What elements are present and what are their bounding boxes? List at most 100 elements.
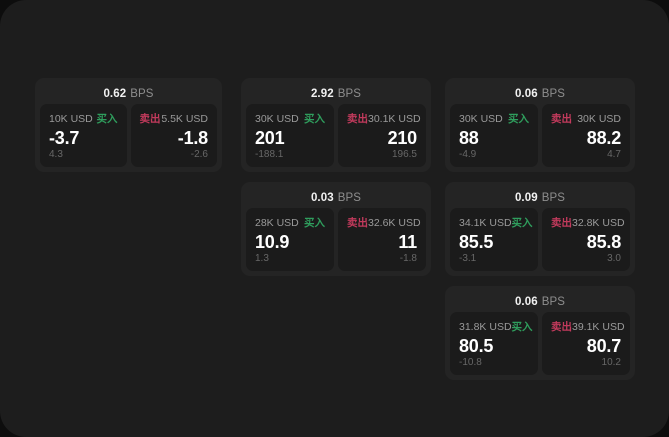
buy-sub-value: -4.9 [459,149,477,160]
buy-panel[interactable]: 31.8K USD 买入 80.5 -10.8 [450,312,538,375]
card-body: 28K USD 买入 10.9 1.3 卖出 32.6K USD 11 -1.8 [246,208,426,271]
buy-price: 88 [459,127,479,148]
quote-column-3: 0.06 BPS 30K USD 买入 88 -4.9 卖出 30K USD [445,78,635,380]
sell-side-label: 卖出 [347,113,368,125]
buy-side-label: 买入 [304,113,325,125]
buy-size-label: 10K USD [49,112,93,125]
buy-panel-header: 31.8K USD 买入 [459,320,533,334]
sell-price: 11 [398,231,417,252]
buy-panel[interactable]: 30K USD 买入 88 -4.9 [450,104,538,167]
sell-panel[interactable]: 卖出 30.1K USD 210 196.5 [338,104,426,167]
buy-side-label: 买入 [96,113,118,125]
buy-panel[interactable]: 10K USD 买入 -3.7 4.3 [40,104,127,167]
sell-side-label: 卖出 [551,321,572,333]
buy-price: -3.7 [49,127,80,148]
sell-sub-value: 196.5 [391,149,417,160]
sell-panel-header: 卖出 30.1K USD [347,112,421,126]
buy-size-label: 31.8K USD [459,320,512,333]
bps-value: 2.92 [310,87,334,100]
sell-panel-header: 卖出 30K USD [551,112,621,126]
buy-panel-header: 28K USD 买入 [255,216,325,230]
buy-price: 85.5 [459,231,494,252]
buy-side-label: 买入 [511,321,533,333]
buy-sub-value: -3.1 [459,253,477,264]
buy-panel-header: 30K USD 买入 [459,112,529,126]
sell-price: -1.8 [177,127,208,148]
bps-value: 0.03 [310,191,334,204]
card-header: 0.06 BPS [450,83,630,104]
quote-card[interactable]: 2.92 BPS 30K USD 买入 201 -188.1 卖出 30.1K … [241,78,431,172]
buy-price: 80.5 [459,335,494,356]
card-header: 2.92 BPS [246,83,426,104]
buy-panel-header: 30K USD 买入 [255,112,325,126]
bps-unit: BPS [337,87,362,100]
buy-side-label: 买入 [304,217,325,229]
card-header: 0.09 BPS [450,187,630,208]
card-body: 31.8K USD 买入 80.5 -10.8 卖出 39.1K USD 80.… [450,312,630,375]
sell-panel-header: 卖出 5.5K USD [139,112,209,126]
buy-price: 10.9 [255,231,290,252]
sell-panel[interactable]: 卖出 32.8K USD 85.8 3.0 [542,208,630,271]
sell-sub-value: 3.0 [607,253,621,264]
sell-sub-value: 4.7 [607,149,621,160]
sell-panel[interactable]: 卖出 30K USD 88.2 4.7 [542,104,630,167]
buy-panel[interactable]: 30K USD 买入 201 -188.1 [246,104,334,167]
bps-value: 0.62 [103,87,127,100]
sell-sub-value: -1.8 [399,253,417,264]
sell-size-label: 30.1K USD [368,112,421,125]
bps-unit: BPS [541,87,566,100]
sell-side-label: 卖出 [551,113,572,125]
quote-card[interactable]: 0.06 BPS 30K USD 买入 88 -4.9 卖出 30K USD [445,78,635,172]
card-body: 10K USD 买入 -3.7 4.3 卖出 5.5K USD -1.8 -2.… [40,104,217,167]
sell-sub-value: 10.2 [601,357,621,368]
sell-price: 85.8 [586,231,621,252]
card-body: 34.1K USD 买入 85.5 -3.1 卖出 32.8K USD 85.8… [450,208,630,271]
sell-price: 88.2 [586,127,621,148]
sell-panel-header: 卖出 39.1K USD [551,320,625,334]
sell-size-label: 32.6K USD [368,216,421,229]
buy-panel-header: 34.1K USD 买入 [459,216,533,230]
card-header: 0.62 BPS [40,83,217,104]
quote-card[interactable]: 0.06 BPS 31.8K USD 买入 80.5 -10.8 卖出 39.1… [445,286,635,380]
bps-value: 0.06 [514,87,538,100]
bps-unit: BPS [337,191,362,204]
quote-column-2: 2.92 BPS 30K USD 买入 201 -188.1 卖出 30.1K … [241,78,431,276]
quote-column-1: 0.62 BPS 10K USD 买入 -3.7 4.3 卖出 5.5K USD [35,78,222,172]
bps-unit: BPS [130,87,154,100]
buy-sub-value: 1.3 [255,253,269,264]
buy-side-label: 买入 [508,113,529,125]
buy-side-label: 买入 [511,217,533,229]
buy-size-label: 34.1K USD [459,216,512,229]
quote-card[interactable]: 0.03 BPS 28K USD 买入 10.9 1.3 卖出 32.6K US… [241,182,431,276]
sell-side-label: 卖出 [551,217,572,229]
quote-card[interactable]: 0.62 BPS 10K USD 买入 -3.7 4.3 卖出 5.5K USD [35,78,222,172]
bps-unit: BPS [541,295,566,308]
sell-panel[interactable]: 卖出 32.6K USD 11 -1.8 [338,208,426,271]
sell-sub-value: -2.6 [190,149,208,160]
sell-size-label: 32.8K USD [572,216,625,229]
buy-panel[interactable]: 34.1K USD 买入 85.5 -3.1 [450,208,538,271]
sell-panel-header: 卖出 32.8K USD [551,216,625,230]
buy-price: 201 [255,127,285,148]
bps-unit: BPS [541,191,566,204]
sell-size-label: 39.1K USD [572,320,625,333]
card-header: 0.03 BPS [246,187,426,208]
sell-panel[interactable]: 卖出 39.1K USD 80.7 10.2 [542,312,630,375]
buy-panel[interactable]: 28K USD 买入 10.9 1.3 [246,208,334,271]
quote-card[interactable]: 0.09 BPS 34.1K USD 买入 85.5 -3.1 卖出 32.8K… [445,182,635,276]
buy-size-label: 30K USD [459,112,503,125]
bps-value: 0.06 [514,295,538,308]
sell-size-label: 30K USD [577,112,621,125]
sell-panel[interactable]: 卖出 5.5K USD -1.8 -2.6 [130,104,217,167]
sell-side-label: 卖出 [139,113,161,125]
card-body: 30K USD 买入 201 -188.1 卖出 30.1K USD 210 1… [246,104,426,167]
sell-price: 210 [387,127,418,148]
card-body: 30K USD 买入 88 -4.9 卖出 30K USD 88.2 4.7 [450,104,630,167]
sell-side-label: 卖出 [347,217,368,229]
sell-panel-header: 卖出 32.6K USD [347,216,421,230]
buy-sub-value: 4.3 [49,149,63,160]
buy-sub-value: -188.1 [255,149,284,160]
sell-price: 80.7 [586,335,621,356]
buy-sub-value: -10.8 [459,357,482,368]
